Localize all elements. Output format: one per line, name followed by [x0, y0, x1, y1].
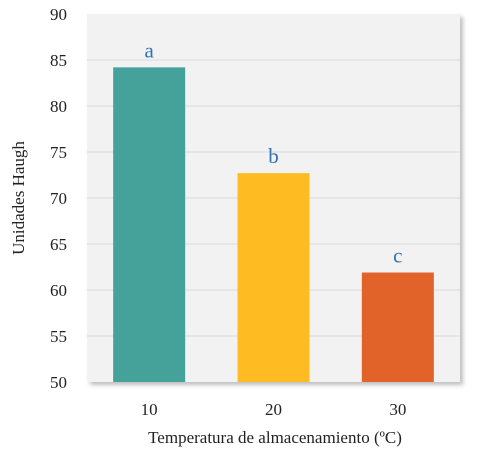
y-axis-title: Unidades Haugh: [9, 141, 28, 255]
y-tick-label: 65: [50, 235, 67, 254]
bar-significance-label: a: [145, 38, 155, 62]
bar-30: [361, 272, 434, 382]
y-axis-ticks: 50 55 60 65 70 75 80 85 90: [50, 5, 67, 392]
x-tick-label: 30: [389, 400, 406, 419]
y-tick-label: 55: [50, 327, 67, 346]
bar-20: [237, 173, 310, 382]
y-tick-label: 90: [50, 5, 67, 24]
y-tick-label: 50: [50, 373, 67, 392]
y-tick-label: 80: [50, 97, 67, 116]
y-tick-label: 75: [50, 143, 67, 162]
bar-significance-label: b: [268, 144, 279, 168]
bar-10: [113, 67, 186, 383]
y-tick-label: 70: [50, 189, 67, 208]
bar-labels: a b c: [145, 38, 403, 267]
y-tick-label: 85: [50, 51, 67, 70]
x-tick-label: 20: [265, 400, 282, 419]
bars: [113, 67, 434, 383]
x-axis-title: Temperatura de almacenamiento (ºC): [148, 428, 402, 447]
bar-significance-label: c: [393, 244, 402, 268]
y-tick-label: 60: [50, 281, 67, 300]
x-tick-label: 10: [141, 400, 158, 419]
x-axis-ticks: 10 20 30: [141, 400, 407, 419]
